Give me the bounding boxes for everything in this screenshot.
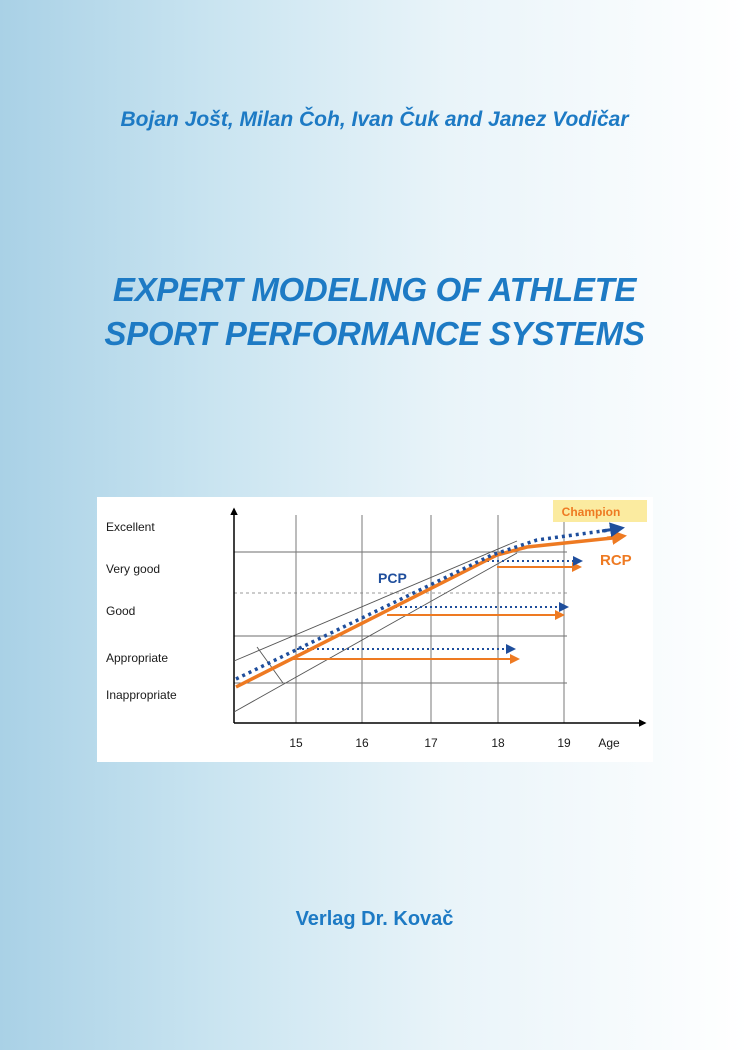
rcp-line xyxy=(235,535,623,689)
pcp-line xyxy=(235,527,618,681)
x-tick-label: 18 xyxy=(491,736,505,750)
y-tick-label: Appropriate xyxy=(106,651,168,665)
corridor-upper xyxy=(233,540,518,662)
corridor-lower xyxy=(233,552,518,713)
champion-label: Champion xyxy=(562,505,621,519)
authors: Bojan Jošt, Milan Čoh, Ivan Čuk and Jane… xyxy=(120,108,629,131)
pcp-series-label: PCP xyxy=(378,570,407,586)
chart-canvas: Inappropriate Appropriate Good Very good Exc… xyxy=(106,500,647,750)
y-tick-label: Inappropriate xyxy=(106,688,177,702)
pcp-line-arrowhead xyxy=(601,522,625,538)
y-tick-label: Very good xyxy=(106,562,160,576)
title-line-1: EXPERT MODELING OF ATHLETE xyxy=(112,271,637,308)
performance-chart: Inappropriate Appropriate Good Very good Exc… xyxy=(97,497,653,762)
publisher: Verlag Dr. Kovač xyxy=(295,908,454,930)
y-tick-label: Excellent xyxy=(106,520,155,534)
x-tick-label: 15 xyxy=(289,736,303,750)
rcp-line-arrowhead xyxy=(606,529,627,545)
x-axis-label: Age xyxy=(598,736,620,750)
x-tick-label: 19 xyxy=(557,736,571,750)
champion-box xyxy=(553,500,647,522)
title-line-2: SPORT PERFORMANCE SYSTEMS xyxy=(104,315,645,352)
y-tick-label: Good xyxy=(106,604,135,618)
corridor-tick xyxy=(256,646,284,684)
rcp-series-label: RCP xyxy=(600,552,632,569)
book-title: EXPERT MODELING OF ATHLETE SPORT PERFORM… xyxy=(0,268,749,356)
x-tick-label: 16 xyxy=(355,736,369,750)
x-tick-label: 17 xyxy=(424,736,438,750)
